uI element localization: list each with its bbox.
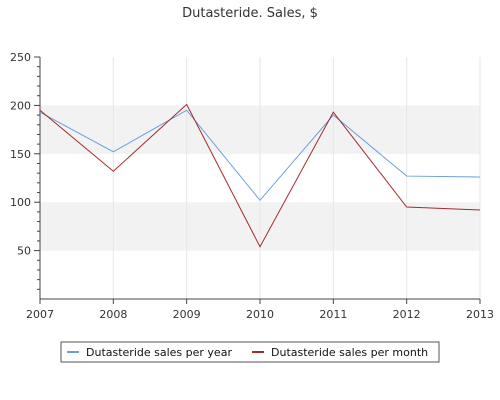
y-tick-label: 150 <box>10 148 31 161</box>
x-tick-label: 2009 <box>173 308 201 321</box>
legend-label: Dutasteride sales per year <box>86 346 232 359</box>
vertical-gridlines <box>112 57 481 299</box>
y-tick-label: 200 <box>10 99 31 112</box>
series-line-1 <box>39 109 481 202</box>
x-tick-label: 2011 <box>319 308 347 321</box>
series-lines <box>39 103 481 248</box>
x-tick-label: 2012 <box>393 308 421 321</box>
x-tick-label: 2010 <box>246 308 274 321</box>
legend-label: Dutasteride sales per month <box>271 346 428 359</box>
y-tick-label: 250 <box>10 51 31 64</box>
chart-title: Dutasteride. Sales, $ <box>182 6 318 21</box>
x-tick-label: 2013 <box>466 308 494 321</box>
y-tick-label: 50 <box>17 245 31 258</box>
axes <box>34 56 481 304</box>
tick-labels: 50 100 150 200 250 2007 2008 2009 2010 2011 2012 20… <box>10 51 494 321</box>
legend: Dutasteride sales per year Dutasteride sa… <box>60 341 440 363</box>
x-tick-label: 2007 <box>26 308 54 321</box>
x-tick-label: 2008 <box>99 308 127 321</box>
y-tick-label: 100 <box>10 196 31 209</box>
series-line-2 <box>39 103 481 248</box>
legend-box <box>60 341 440 363</box>
